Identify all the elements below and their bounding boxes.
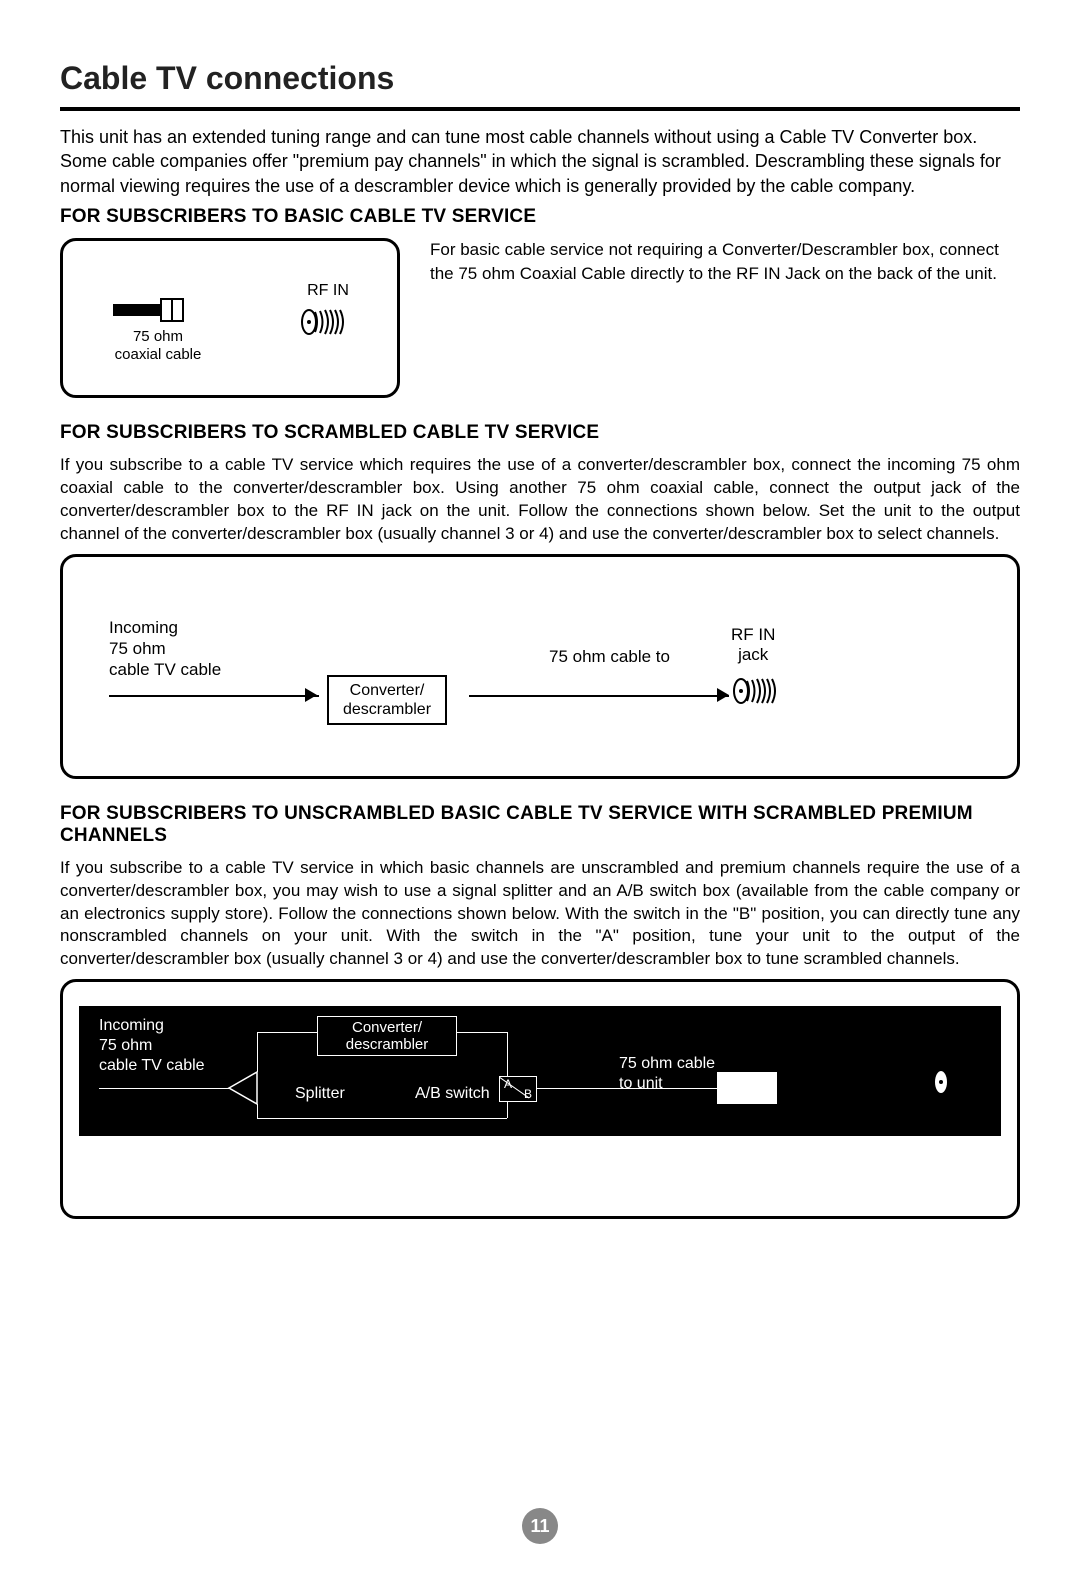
d2-converter-box: Converter/ descrambler — [327, 675, 447, 725]
d2-in-l3: cable TV cable — [109, 660, 221, 679]
section1-row: 75 ohm coaxial cable RF IN For basic cab… — [60, 238, 1020, 414]
splitter-icon — [227, 1070, 259, 1106]
page-title: Cable TV connections — [60, 60, 1020, 97]
title-divider — [60, 107, 1020, 111]
intro-paragraph: This unit has an extended tuning range a… — [60, 125, 1020, 198]
d3-ab-label: A/B switch — [415, 1084, 490, 1104]
d2-line-out — [469, 695, 729, 697]
d3-v3 — [257, 1104, 258, 1118]
d3-h2 — [457, 1032, 507, 1033]
d2-line-in — [109, 695, 319, 697]
diagram-basic: 75 ohm coaxial cable RF IN — [60, 238, 400, 398]
d3-line-in — [99, 1088, 229, 1089]
ab-a: A — [504, 1077, 512, 1091]
section3-heading: FOR SUBSCRIBERS TO UNSCRAMBLED BASIC CAB… — [60, 803, 1020, 847]
section2-heading: FOR SUBSCRIBERS TO SCRAMBLED CABLE TV SE… — [60, 422, 1020, 444]
d2-mid-label: 75 ohm cable to — [549, 647, 670, 667]
page-number: 11 — [522, 1508, 558, 1544]
d3-box-l2: descrambler — [346, 1036, 429, 1053]
section1-side-text: For basic cable service not requiring a … — [430, 238, 1020, 286]
d2-arrow-2 — [717, 688, 729, 702]
section3-body: If you subscribe to a cable TV service i… — [60, 857, 1020, 972]
d2-rfin-l2: jack — [738, 645, 768, 664]
section2-body: If you subscribe to a cable TV service w… — [60, 454, 1020, 546]
d2-rfin-l1: RF IN — [731, 625, 775, 644]
ab-b: B — [524, 1087, 532, 1101]
d3-incoming-label: Incoming 75 ohm cable TV cable — [99, 1016, 205, 1076]
d2-box-l1: Converter/ — [350, 682, 425, 699]
d3-out-l2: to unit — [619, 1075, 663, 1092]
d3-out-port — [717, 1072, 777, 1104]
section1-heading: FOR SUBSCRIBERS TO BASIC CABLE TV SERVIC… — [60, 206, 1020, 228]
d2-in-l1: Incoming — [109, 618, 178, 637]
d3-h3 — [257, 1118, 507, 1119]
d3-v2 — [507, 1032, 508, 1076]
d3-in-l3: cable TV cable — [99, 1057, 205, 1074]
d3-black-panel: Incoming 75 ohm cable TV cable Converter… — [79, 1006, 1001, 1136]
d3-converter-box: Converter/ descrambler — [317, 1016, 457, 1056]
d3-in-l1: Incoming — [99, 1017, 164, 1034]
d2-jack-icon — [733, 677, 787, 710]
rfin-label: RF IN — [283, 281, 373, 300]
diagram-scrambled: Incoming 75 ohm cable TV cable Converter… — [60, 554, 1020, 779]
d2-rfin-label: RF IN jack — [731, 625, 775, 666]
coax-label-2: coaxial cable — [83, 346, 233, 364]
ab-switch-box: A B — [499, 1076, 537, 1102]
d3-v1 — [257, 1032, 258, 1072]
d3-in-l2: 75 ohm — [99, 1037, 152, 1054]
coax-label-1: 75 ohm — [83, 328, 233, 346]
d2-arrow-1 — [305, 688, 317, 702]
d3-out-label: 75 ohm cable to unit — [619, 1054, 715, 1094]
d3-splitter-label: Splitter — [295, 1084, 345, 1104]
d2-in-l2: 75 ohm — [109, 639, 166, 658]
d2-incoming-label: Incoming 75 ohm cable TV cable — [109, 617, 221, 681]
d3-v4 — [507, 1102, 508, 1118]
d3-rf-jack-icon — [933, 1068, 987, 1101]
d3-h1 — [257, 1032, 317, 1033]
rf-jack-icon — [301, 308, 355, 336]
d3-box-l1: Converter/ — [352, 1019, 422, 1036]
d3-out-l1: 75 ohm cable — [619, 1055, 715, 1072]
coax-plug-icon — [113, 297, 203, 323]
diagram-premium: Incoming 75 ohm cable TV cable Converter… — [60, 979, 1020, 1219]
d2-box-l2: descrambler — [343, 701, 431, 718]
